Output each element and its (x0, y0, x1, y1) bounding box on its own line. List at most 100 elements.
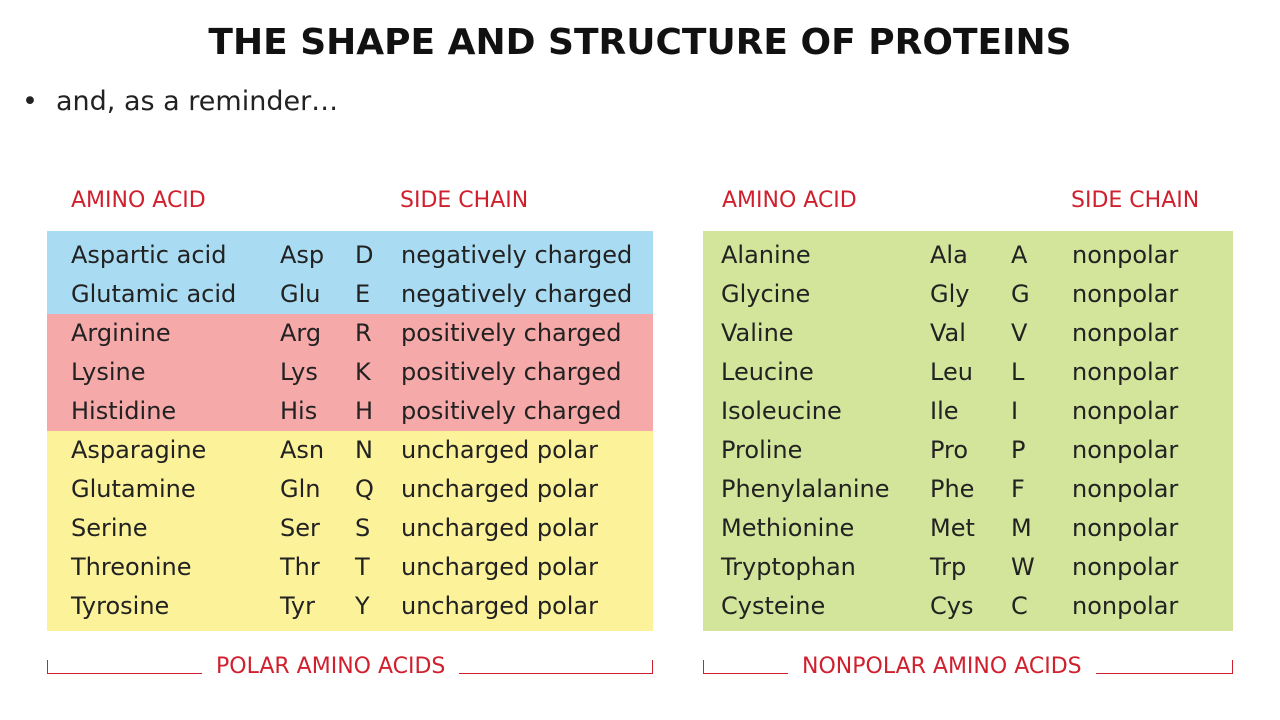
row-background (47, 231, 653, 275)
row-background (703, 275, 1233, 314)
row-background (703, 431, 1233, 470)
amino-acid-name: Phenylalanine (721, 475, 890, 503)
bracket-tick-right (652, 660, 653, 674)
polar-amino-acids-label: POLAR AMINO ACIDS (202, 654, 460, 679)
row-background (47, 470, 653, 509)
three-letter-code: Gln (280, 475, 321, 503)
polar-header-side-chain: SIDE CHAIN (400, 188, 529, 213)
amino-acid-name: Valine (721, 319, 794, 347)
side-chain-type: positively charged (401, 319, 622, 347)
amino-acid-name: Arginine (71, 319, 171, 347)
side-chain-type: uncharged polar (401, 436, 599, 464)
one-letter-code: S (355, 514, 371, 542)
three-letter-code: Pro (930, 436, 969, 464)
three-letter-code: Tyr (280, 592, 315, 620)
three-letter-code: Asn (280, 436, 325, 464)
three-letter-code: Trp (930, 553, 967, 581)
side-chain-type: nonpolar (1072, 241, 1179, 269)
nonpolar-header-side-chain: SIDE CHAIN (1071, 188, 1200, 213)
one-letter-code: L (1011, 358, 1025, 386)
one-letter-code: W (1011, 553, 1035, 581)
amino-acid-name: Lysine (71, 358, 146, 386)
one-letter-code: C (1011, 592, 1028, 620)
row-background (703, 314, 1233, 353)
slide-title: THE SHAPE AND STRUCTURE OF PROTEINS (208, 22, 1072, 63)
side-chain-type: positively charged (401, 358, 622, 386)
one-letter-code: N (355, 436, 373, 464)
amino-acid-name: Alanine (721, 241, 811, 269)
three-letter-code: Phe (930, 475, 975, 503)
row-background (703, 392, 1233, 431)
one-letter-code: G (1011, 280, 1030, 308)
row-background (703, 470, 1233, 509)
one-letter-code: A (1011, 241, 1028, 269)
three-letter-code: Ala (930, 241, 968, 269)
three-letter-code: Glu (280, 280, 321, 308)
side-chain-type: negatively charged (401, 280, 633, 308)
row-background (703, 509, 1233, 548)
nonpolar-header-amino-acid: AMINO ACID (722, 188, 857, 213)
bullet-text: and, as a reminder… (56, 86, 339, 117)
one-letter-code: D (355, 241, 374, 269)
three-letter-code: Thr (280, 553, 320, 581)
side-chain-type: positively charged (401, 397, 622, 425)
polar-bracket: POLAR AMINO ACIDS (47, 654, 653, 679)
amino-acid-name: Aspartic acid (71, 241, 227, 269)
side-chain-type: uncharged polar (401, 553, 599, 581)
three-letter-code: Leu (930, 358, 973, 386)
row-background (47, 275, 653, 314)
amino-acid-name: Cysteine (721, 592, 826, 620)
polar-header-amino-acid: AMINO ACID (71, 188, 206, 213)
three-letter-code: His (280, 397, 318, 425)
row-background (47, 431, 653, 470)
side-chain-type: nonpolar (1072, 592, 1179, 620)
three-letter-code: Arg (280, 319, 322, 347)
amino-acid-name: Isoleucine (721, 397, 842, 425)
one-letter-code: H (355, 397, 374, 425)
bracket-tick-left (703, 660, 704, 674)
row-background (47, 548, 653, 587)
row-background (47, 587, 653, 631)
one-letter-code: Q (355, 475, 374, 503)
bracket-tick-left (47, 660, 48, 674)
amino-acid-name: Serine (71, 514, 148, 542)
side-chain-type: nonpolar (1072, 436, 1179, 464)
one-letter-code: R (355, 319, 372, 347)
side-chain-type: nonpolar (1072, 553, 1179, 581)
amino-acid-name: Tyrosine (71, 592, 170, 620)
amino-acid-name: Glycine (721, 280, 811, 308)
one-letter-code: V (1011, 319, 1028, 347)
one-letter-code: K (355, 358, 371, 386)
three-letter-code: Met (930, 514, 975, 542)
side-chain-type: uncharged polar (401, 475, 599, 503)
side-chain-type: nonpolar (1072, 319, 1179, 347)
one-letter-code: I (1011, 397, 1019, 425)
bullet-item: • and, as a reminder… (22, 86, 338, 117)
one-letter-code: T (355, 553, 370, 581)
side-chain-type: nonpolar (1072, 397, 1179, 425)
side-chain-type: nonpolar (1072, 475, 1179, 503)
amino-acid-name: Threonine (71, 553, 192, 581)
amino-acid-name: Proline (721, 436, 803, 464)
side-chain-type: uncharged polar (401, 592, 599, 620)
row-background (47, 509, 653, 548)
three-letter-code: Ile (930, 397, 959, 425)
